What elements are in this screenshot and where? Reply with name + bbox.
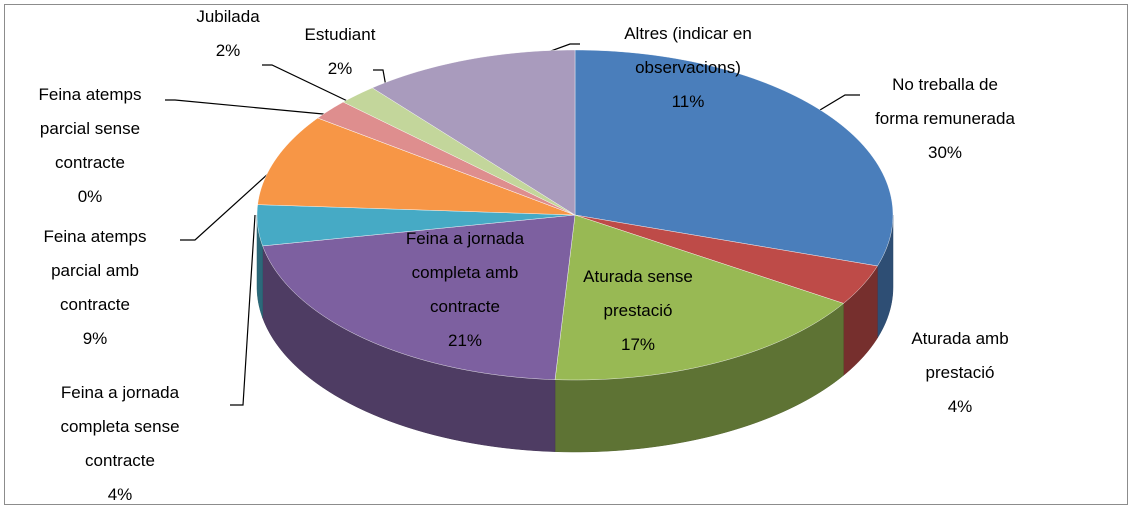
slice-label: Aturada amb prestació 4% [905, 322, 1015, 424]
slice-percent: 9% [82, 329, 108, 348]
slice-percent: 4% [947, 397, 973, 416]
pie-slice [554, 214, 844, 381]
leader-line [230, 214, 256, 406]
slice-name: Aturada amb prestació [911, 329, 1009, 382]
slice-label: Estudiant 2% [290, 18, 390, 86]
leader-line [180, 144, 301, 241]
slice-label: Aturada sense prestació 17% [578, 260, 698, 362]
pie-slice [342, 87, 576, 216]
slice-label: Feina atemps parcial amb contracte 9% [38, 220, 153, 356]
slice-label: No treballa de forma remunerada 30% [870, 68, 1020, 170]
slice-name: Feina a jornada completa amb contracte [405, 229, 525, 316]
slice-name: Feina atemps parcial amb contracte [43, 227, 147, 314]
slice-percent: 11% [671, 92, 705, 111]
slice-name: No treballa de forma remunerada [875, 75, 1015, 128]
slice-label: Altres (indicar en observacions) 11% [613, 17, 763, 119]
pie-slice [574, 49, 894, 267]
pie-slice [317, 101, 576, 216]
pie-slice [574, 214, 878, 304]
slice-percent: 30% [927, 143, 963, 162]
slice-percent: 2% [327, 59, 353, 78]
chart-frame [4, 4, 1128, 505]
slice-label: Feina atemps parcial sense contracte 0% [33, 78, 148, 214]
slice-name: Altres (indicar en observacions) [624, 24, 752, 77]
slice-percent: 4% [107, 485, 133, 504]
leader-line [165, 99, 356, 118]
slice-label: Feina a jornada completa sense contracte… [55, 376, 185, 511]
slice-percent: 2% [215, 41, 241, 60]
pie-tops [256, 49, 894, 381]
slice-percent: 0% [77, 187, 103, 206]
pie-sides [256, 214, 894, 453]
slice-percent: 17% [620, 335, 656, 354]
pie-slice [257, 117, 576, 216]
slice-name: Feina a jornada completa sense contracte [60, 383, 180, 470]
slice-label: Feina a jornada completa amb contracte 21… [400, 222, 530, 358]
pie-slice [371, 49, 576, 216]
slice-percent: 21% [447, 331, 483, 350]
slice-label: Jubilada 2% [178, 0, 278, 68]
slice-name: Estudiant [304, 25, 376, 44]
pie-slice [262, 214, 576, 380]
slice-name: Feina atemps parcial sense contracte [38, 85, 142, 172]
slice-name: Aturada sense prestació [583, 267, 693, 320]
slice-name: Jubilada [196, 7, 260, 26]
pie-slice [256, 204, 576, 247]
leader-line [262, 64, 361, 108]
